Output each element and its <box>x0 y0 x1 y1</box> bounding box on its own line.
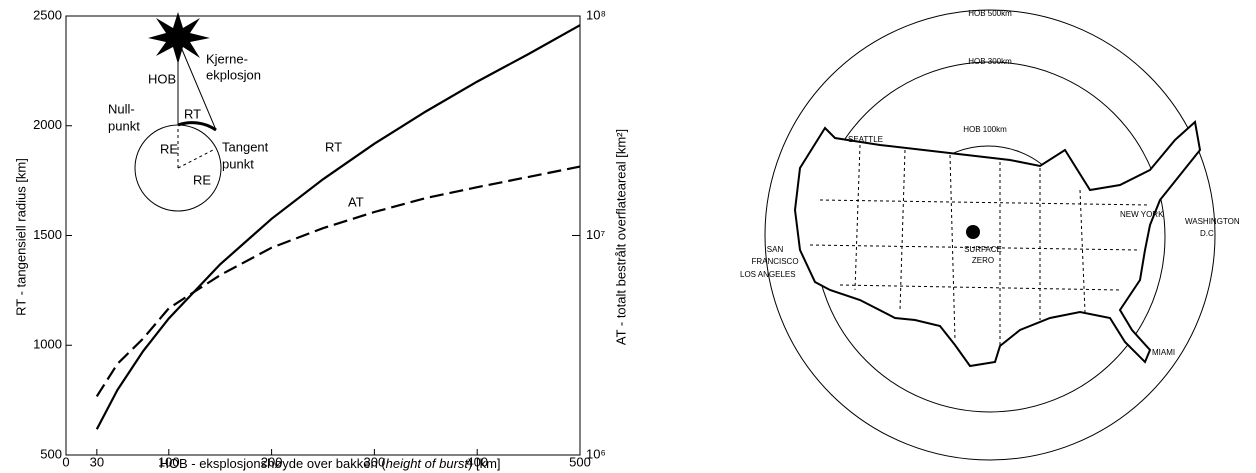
x-tick-label: 100 <box>158 454 180 469</box>
y2-axis-title: AT - totalt bestrålt overflateareal [km²… <box>613 129 628 345</box>
label: Kjerne- <box>206 51 248 66</box>
y-tick-label: 500 <box>40 446 62 461</box>
us-outline <box>795 122 1200 366</box>
city-label: NEW YORK <box>1120 210 1164 219</box>
circle-label: HOB 300km <box>968 57 1012 66</box>
radius <box>178 150 213 168</box>
city-label: SAN <box>767 245 784 254</box>
y2-tick-label: 10⁶ <box>586 446 606 461</box>
series-label: RT <box>325 139 342 154</box>
page: RT - tangensiell radius [km] AT - totalt… <box>0 0 1256 473</box>
y-axis-title: RT - tangensiell radius [km] <box>13 158 28 316</box>
circle-label: HOB 500km <box>968 9 1012 18</box>
label: HOB <box>148 71 176 86</box>
y-tick-label: 2000 <box>33 117 62 132</box>
y2-tick-label: 10⁸ <box>586 7 606 22</box>
label: ekplosjon <box>206 67 261 82</box>
y-tick-label: 1000 <box>33 337 62 352</box>
burst-icon <box>148 12 210 64</box>
y2-tick-label: 10⁷ <box>586 227 605 242</box>
city-label: LOS ANGELES <box>740 270 796 279</box>
surface-zero-dot <box>966 225 980 239</box>
label: punkt <box>108 118 140 133</box>
series-line <box>97 167 580 397</box>
surface-zero-label: SURFACE <box>964 245 1002 254</box>
x-tick-label: 200 <box>261 454 283 469</box>
map: HOB 500km HOB 300km HOB 100km SEATTLE SA… <box>740 9 1240 460</box>
inset-diagram: HOB Kjerne- ekplosjon Null- punkt RT RE … <box>108 12 269 211</box>
label: RE <box>160 141 178 156</box>
label: RT <box>184 106 201 121</box>
series-label: AT <box>348 194 364 209</box>
x-axis-title-part: height of burst <box>386 456 470 471</box>
city-label: D.C. <box>1200 229 1216 238</box>
x-tick-label: 400 <box>466 454 488 469</box>
surface-zero-label: ZERO <box>972 256 994 265</box>
circle-label: HOB 100km <box>963 125 1007 134</box>
city-label: FRANCISCO <box>751 257 798 266</box>
label: Null- <box>108 101 135 116</box>
x-axis-title: HOB - eksplosjonshøyde over bakken (heig… <box>159 456 500 471</box>
plot-frame <box>66 16 580 455</box>
chart: RT - tangensiell radius [km] AT - totalt… <box>13 7 628 471</box>
city-label: WASHINGTON <box>1185 217 1240 226</box>
city-label: MIAMI <box>1152 348 1175 357</box>
label: RE <box>193 172 211 187</box>
x-tick-label: 300 <box>364 454 386 469</box>
x-tick-label: 30 <box>90 454 104 469</box>
y-tick-label: 1500 <box>33 227 62 242</box>
y-tick-label: 2500 <box>33 7 62 22</box>
label: Tangent <box>222 139 269 154</box>
city-label: SEATTLE <box>848 135 883 144</box>
label: punkt <box>222 156 254 171</box>
x-tick-label: 0 <box>62 454 69 469</box>
